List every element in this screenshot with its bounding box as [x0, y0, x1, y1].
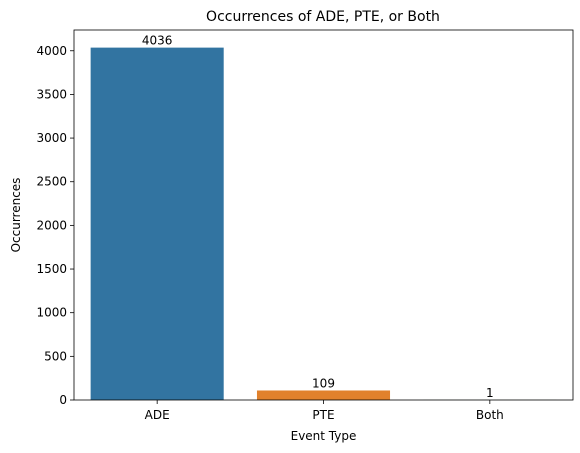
y-tick-label-2500: 2500: [36, 175, 67, 189]
y-axis: 0 500 1000 1500 2000 2500 3000 3500 4000: [36, 44, 74, 407]
y-tick-label-0: 0: [59, 393, 67, 407]
plot-frame: [73, 29, 574, 401]
bars-group: [90, 47, 557, 400]
data-labels-group: 4036 109 1: [142, 34, 494, 400]
y-tick-label-3000: 3000: [36, 131, 67, 145]
x-tick-label-ade: ADE: [145, 408, 170, 422]
data-label-both: 1: [486, 386, 494, 400]
bar-ade: [90, 47, 224, 400]
data-label-pte: 109: [312, 376, 335, 390]
chart-title: Occurrences of ADE, PTE, or Both: [206, 9, 440, 25]
y-tick-label-3500: 3500: [36, 87, 67, 101]
y-tick-label-1000: 1000: [36, 306, 67, 320]
y-tick-label-4000: 4000: [36, 44, 67, 58]
y-axis-label: Occurrences: [9, 178, 23, 253]
x-tick-label-pte: PTE: [312, 408, 334, 422]
x-tick-label-both: Both: [476, 408, 504, 422]
data-label-ade: 4036: [142, 34, 173, 48]
y-tick-label-500: 500: [44, 349, 67, 363]
x-axis-label: Event Type: [291, 429, 357, 443]
y-tick-label-2000: 2000: [36, 218, 67, 232]
x-axis: ADE PTE Both: [145, 400, 504, 422]
bar-pte: [256, 390, 391, 400]
y-tick-label-1500: 1500: [36, 262, 67, 276]
